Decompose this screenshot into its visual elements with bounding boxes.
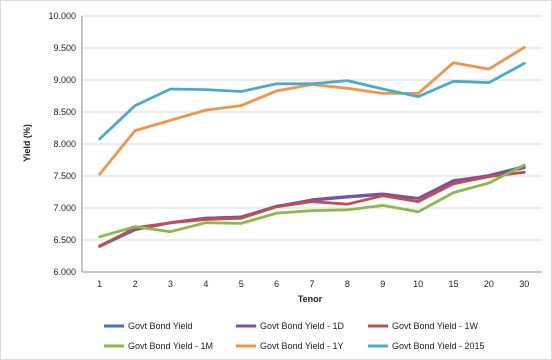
x-tick-label: 10 <box>413 279 423 289</box>
x-tick-label: 15 <box>449 279 459 289</box>
y-tick-label: 8.000 <box>53 139 76 149</box>
x-tick-label: 9 <box>380 279 385 289</box>
y-tick-label: 6.500 <box>53 235 76 245</box>
legend: Govt Bond Yield Govt Bond Yield - 1D Govt … <box>104 321 485 351</box>
legend-label: Govt Bond Yield - 1W <box>392 321 479 331</box>
x-tick-label: 20 <box>484 279 494 289</box>
series-lines <box>98 46 526 248</box>
y-tick-label: 6.000 <box>53 267 76 277</box>
legend-label: Govt Bond Yield - 1Y <box>260 341 344 351</box>
x-axis-title: Tenor <box>298 294 323 304</box>
x-tick-label: 8 <box>345 279 350 289</box>
y-tick-label: 8.500 <box>53 107 76 117</box>
x-tick-label: 5 <box>239 279 244 289</box>
y-tick-label: 7.000 <box>53 203 76 213</box>
x-tick-label: 3 <box>168 279 173 289</box>
series-line <box>98 163 526 239</box>
x-tick-label: 6 <box>274 279 279 289</box>
x-tick-label: 30 <box>519 279 529 289</box>
x-tick-label: 7 <box>309 279 314 289</box>
gridlines <box>81 15 542 273</box>
y-tick-label: 9.500 <box>53 43 76 53</box>
series-line <box>98 62 526 141</box>
y-tick-label: 10.000 <box>48 11 76 21</box>
y-axis-tick-labels: 6.000 6.500 7.000 7.500 8.000 8.500 9.000 9.500… <box>48 11 76 277</box>
legend-label: Govt Bond Yield <box>128 321 193 331</box>
legend-label: Govt Bond Yield - 1M <box>128 341 213 351</box>
x-tick-label: 4 <box>203 279 208 289</box>
legend-label: Govt Bond Yield - 2015 <box>392 341 485 351</box>
series-line <box>98 170 526 248</box>
x-tick-label: 1 <box>97 279 102 289</box>
y-tick-label: 9.000 <box>53 75 76 85</box>
x-tick-label: 2 <box>133 279 138 289</box>
x-axis-tick-labels: 1 2 3 4 5 6 7 8 9 10 15 20 30 <box>97 279 529 289</box>
y-tick-label: 7.500 <box>53 171 76 181</box>
legend-label: Govt Bond Yield - 1D <box>260 321 345 331</box>
y-axis-title: Yield (%) <box>22 124 32 162</box>
